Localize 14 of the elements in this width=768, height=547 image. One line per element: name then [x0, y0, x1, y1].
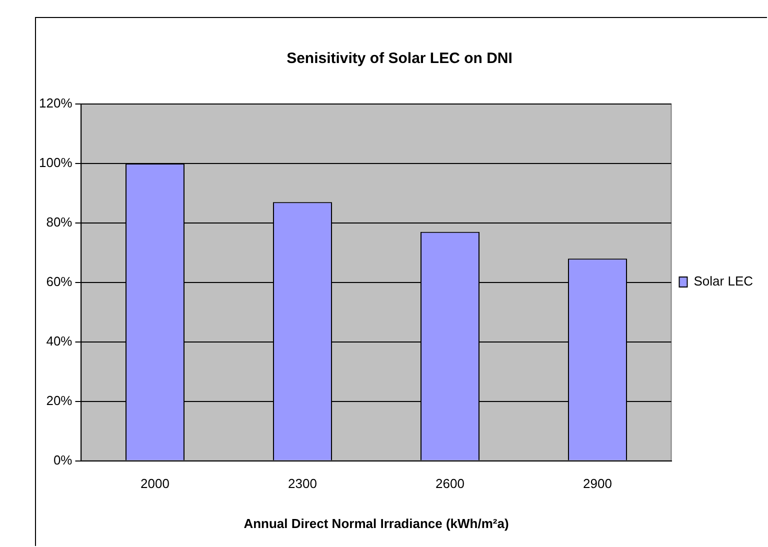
x-tick-label: 2600 — [436, 476, 464, 492]
y-tick-label: 40% — [46, 333, 73, 348]
x-tick-label: 2300 — [288, 476, 317, 492]
chart-title: Senisitivity of Solar LEC on DNI — [286, 50, 512, 68]
y-tick-label: 120% — [39, 96, 73, 111]
y-tick-label: 20% — [46, 392, 73, 408]
y-tick-label: 100% — [39, 155, 73, 170]
y-tick-label: 60% — [46, 274, 73, 289]
x-tick-label: 2900 — [583, 476, 612, 492]
y-tick-label: 0% — [53, 452, 73, 468]
legend-label: Solar LEC — [694, 274, 753, 289]
y-tick-label: 80% — [46, 214, 73, 230]
x-axis-title: Annual Direct Normal Irradiance (kWh/m²a) — [244, 516, 509, 531]
x-tick-label: 2000 — [140, 476, 170, 492]
